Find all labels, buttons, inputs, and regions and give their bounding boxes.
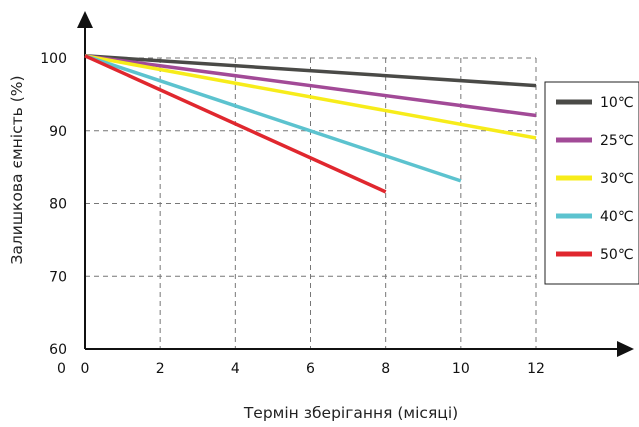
series-line-5 bbox=[84, 54, 387, 194]
series-line-4 bbox=[84, 54, 462, 183]
x-axis-arrow bbox=[617, 341, 634, 357]
x-tick-label-2: 2 bbox=[156, 361, 165, 377]
y-axis-title: Залишкова ємність (%) bbox=[8, 75, 26, 264]
stray-label: 0 bbox=[57, 361, 66, 377]
x-tick-label-8: 8 bbox=[381, 361, 390, 377]
y-axis-arrow bbox=[77, 11, 93, 28]
y-tick-label-80: 80 bbox=[49, 197, 67, 213]
legend-items: 10℃ 25℃ 30℃ 40℃ 50℃ bbox=[556, 95, 634, 263]
legend-label-3: 30℃ bbox=[600, 171, 634, 187]
axes bbox=[77, 11, 634, 357]
x-tick-label-4: 4 bbox=[231, 361, 240, 377]
grid bbox=[85, 57, 537, 349]
x-tick-label-10: 10 bbox=[452, 361, 470, 377]
tick-labels: 0 2 4 6 8 10 12 60 70 80 90 100 bbox=[40, 51, 545, 377]
legend: 10℃ 25℃ 30℃ 40℃ 50℃ bbox=[544, 81, 639, 285]
series-line-1 bbox=[84, 54, 537, 88]
series-line-2 bbox=[84, 54, 537, 118]
x-tick-label-12: 12 bbox=[527, 361, 545, 377]
y-tick-label-70: 70 bbox=[49, 269, 67, 285]
series-line-3 bbox=[84, 54, 537, 140]
legend-label-5: 50℃ bbox=[600, 247, 634, 263]
legend-label-1: 10℃ bbox=[600, 95, 634, 111]
y-tick-label-100: 100 bbox=[40, 51, 67, 67]
y-tick-label-90: 90 bbox=[49, 124, 67, 140]
legend-box bbox=[544, 81, 639, 285]
legend-label-4: 40℃ bbox=[600, 209, 634, 225]
y-tick-label-60: 60 bbox=[49, 342, 67, 358]
series-lines bbox=[84, 54, 537, 194]
x-tick-label-6: 6 bbox=[306, 361, 315, 377]
x-tick-label-0: 0 bbox=[81, 361, 90, 377]
legend-label-2: 25℃ bbox=[600, 133, 634, 149]
x-axis-title: Термін зберігання (місяці) bbox=[243, 404, 458, 422]
